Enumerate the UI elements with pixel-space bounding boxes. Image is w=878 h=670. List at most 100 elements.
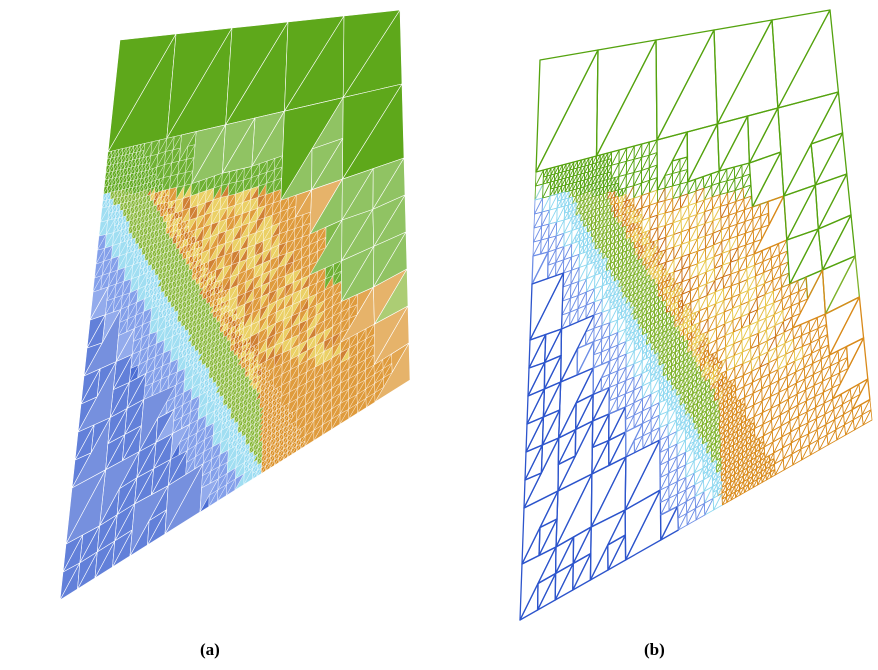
mesh-triangle — [130, 166, 136, 175]
mesh-triangle — [105, 199, 111, 208]
mesh-triangle — [216, 243, 226, 259]
mesh-triangle — [232, 376, 237, 385]
mesh-triangle — [194, 336, 200, 346]
mesh-triangle — [232, 237, 241, 253]
mesh-triangle — [223, 317, 229, 326]
mesh-triangle — [152, 204, 158, 213]
mesh-triangle — [190, 290, 196, 300]
mesh-triangle — [227, 395, 232, 404]
mesh-triangle — [118, 240, 129, 257]
mesh-triangle — [163, 296, 168, 305]
mesh-triangle — [218, 337, 224, 346]
mesh-triangle — [242, 338, 247, 347]
mesh-triangle — [193, 254, 198, 263]
mesh-triangle — [235, 391, 241, 400]
mesh-triangle — [136, 442, 157, 479]
mesh-triangle — [213, 292, 219, 301]
mesh-triangle — [112, 529, 133, 568]
mesh-triangle — [215, 267, 224, 283]
mesh-triangle — [209, 300, 215, 309]
mesh-triangle — [227, 384, 233, 393]
mesh-triangle — [610, 162, 620, 179]
mesh-triangle — [136, 254, 142, 264]
mesh-triangle — [206, 283, 212, 292]
mesh-triangle — [260, 293, 270, 310]
mesh-triangle — [142, 156, 148, 165]
mesh-triangle — [147, 257, 153, 267]
mesh-triangle — [188, 262, 194, 271]
mesh-triangle — [162, 309, 167, 318]
mesh-triangle — [214, 408, 220, 417]
mesh-triangle — [526, 388, 546, 425]
mesh-triangle — [213, 304, 218, 313]
mesh-triangle — [214, 344, 220, 354]
mesh-triangle — [213, 357, 219, 366]
mesh-triangle — [187, 327, 193, 336]
mesh-triangle — [698, 295, 708, 312]
mesh-triangle — [187, 274, 193, 283]
mesh-triangle — [172, 280, 177, 289]
mesh-triangle — [105, 165, 111, 174]
mesh-triangle — [225, 357, 230, 366]
mesh-triangle — [202, 344, 208, 354]
mesh-triangle — [154, 352, 164, 370]
mesh-triangle — [521, 526, 541, 565]
mesh-triangle — [221, 276, 231, 292]
mesh-triangle — [106, 283, 117, 301]
mesh-triangle — [173, 310, 179, 319]
mesh-triangle — [208, 376, 213, 386]
mesh-triangle — [200, 249, 210, 266]
mesh-triangle — [169, 318, 174, 327]
mesh-triangle — [163, 162, 172, 178]
mesh-triangle — [219, 389, 225, 398]
mesh-triangle — [617, 316, 627, 333]
mesh-triangle — [217, 297, 222, 306]
mesh-triangle — [226, 333, 232, 342]
mesh-triangle — [203, 384, 209, 394]
mesh-triangle — [193, 307, 199, 316]
panel-a-filled-mesh — [59, 9, 411, 601]
mesh-triangle — [595, 39, 658, 157]
mesh-triangle — [533, 225, 542, 243]
mesh-triangle — [248, 367, 254, 376]
mesh-triangle — [153, 280, 159, 289]
mesh-triangle — [233, 213, 243, 229]
mesh-triangle — [271, 211, 281, 227]
mesh-triangle — [196, 365, 202, 374]
mesh-triangle — [109, 191, 115, 200]
mesh-triangle — [155, 408, 175, 443]
mesh-triangle — [184, 363, 194, 381]
mesh-triangle — [179, 330, 185, 340]
mesh-triangle — [207, 271, 213, 280]
mesh-triangle — [182, 294, 188, 303]
mesh-triangle — [664, 198, 674, 214]
mesh-triangle — [249, 356, 255, 365]
mesh-triangle — [236, 292, 246, 308]
mesh-triangle — [237, 346, 243, 355]
mesh-triangle — [203, 332, 208, 342]
mesh-triangle — [124, 187, 130, 197]
mesh-triangle — [218, 218, 228, 234]
mesh-triangle — [657, 212, 666, 228]
mesh-triangle — [156, 151, 166, 168]
mesh-triangle — [656, 29, 719, 141]
mesh-triangle — [151, 217, 157, 227]
mesh-triangle — [207, 324, 213, 333]
mesh-triangle — [249, 208, 258, 224]
mesh-triangle — [225, 228, 234, 244]
mesh-triangle — [194, 451, 205, 470]
mesh-triangle — [131, 231, 137, 240]
mesh-triangle — [186, 298, 191, 307]
mesh-triangle — [160, 202, 165, 211]
mesh-triangle — [190, 345, 196, 354]
mesh-triangle — [248, 378, 254, 388]
mesh-triangle — [129, 180, 134, 189]
mesh-triangle — [177, 216, 183, 225]
mesh-triangle — [186, 286, 192, 295]
mesh-triangle — [205, 295, 211, 304]
mesh-triangle — [268, 278, 278, 294]
mesh-triangle — [152, 249, 158, 258]
mesh-triangle — [534, 197, 543, 215]
mesh-triangle — [187, 230, 193, 239]
mesh-triangle — [106, 218, 116, 235]
